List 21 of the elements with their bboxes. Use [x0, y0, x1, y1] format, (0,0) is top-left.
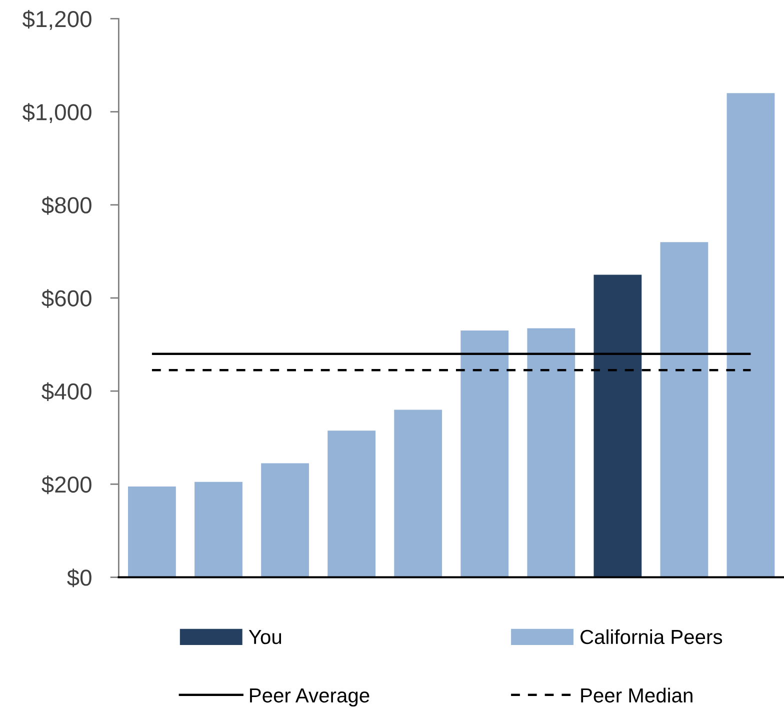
bar: [261, 463, 309, 578]
bar: [194, 482, 242, 578]
y-tick-label: $800: [42, 196, 92, 215]
y-tick-label: $1,200: [22, 10, 92, 30]
y-tick-label: $600: [42, 289, 92, 308]
bar: [594, 274, 642, 578]
bar: [460, 330, 509, 578]
y-tick-label: $200: [42, 476, 92, 494]
legend-label: Peer Average: [250, 688, 370, 707]
legend-label: You: [248, 630, 282, 644]
y-tick-label: $1,000: [22, 103, 92, 124]
bar: [328, 430, 376, 578]
y-tick-label: $0: [67, 568, 92, 588]
y-tick-label: $400: [42, 382, 92, 401]
bar: [128, 486, 176, 578]
bar: [394, 410, 442, 578]
bar: [660, 242, 708, 578]
legend-label: Peer Median: [581, 688, 692, 703]
legend-label: California Peers: [580, 629, 722, 644]
bar: [527, 328, 576, 578]
bar: [726, 93, 775, 578]
